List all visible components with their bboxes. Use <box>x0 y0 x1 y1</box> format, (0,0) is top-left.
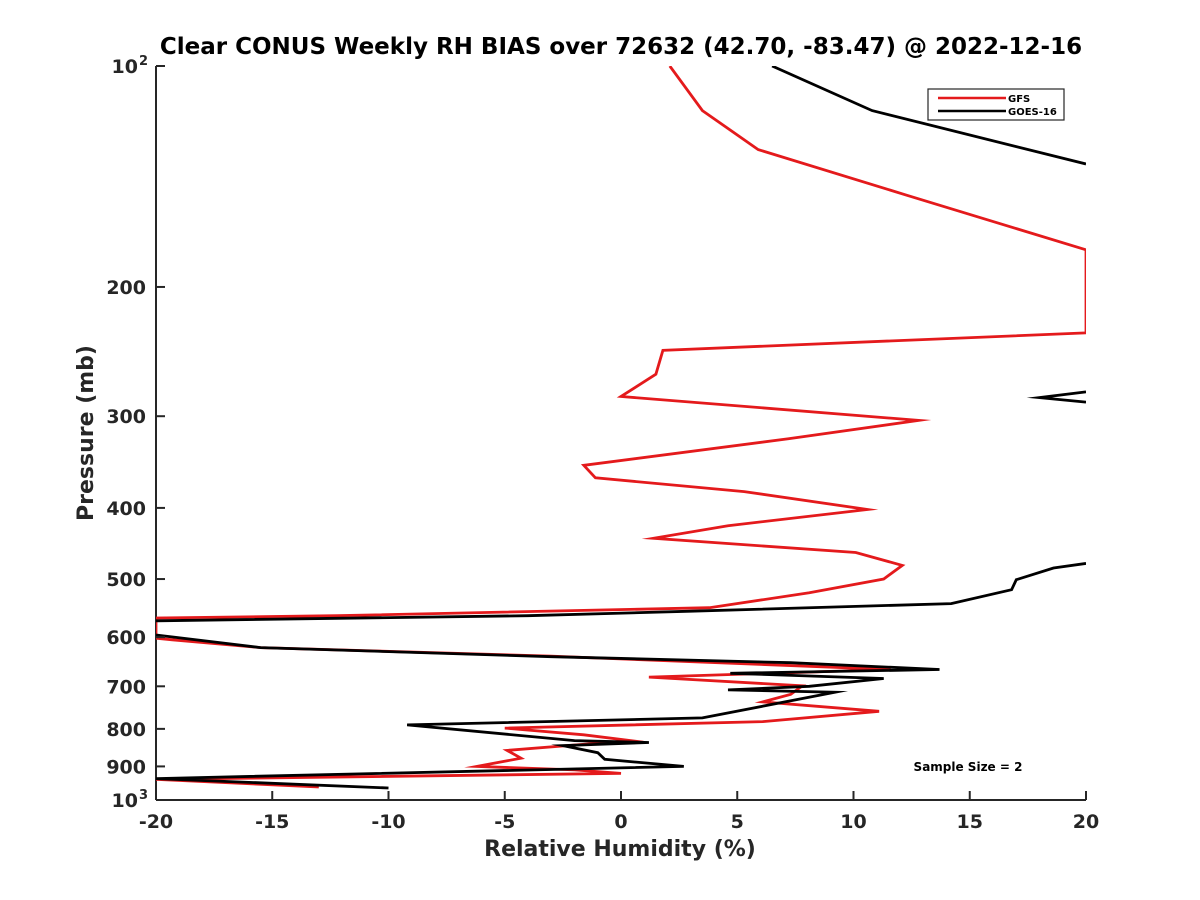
x-tick-label: -15 <box>255 811 289 833</box>
x-tick-label: -20 <box>139 811 173 833</box>
x-tick-label: -5 <box>494 811 515 833</box>
x-tick-label: 10 <box>840 811 866 833</box>
y-tick-label: 200 <box>106 277 146 299</box>
y-tick-exponent: 2 <box>139 54 148 69</box>
chart-title: Clear CONUS Weekly RH BIAS over 72632 (4… <box>160 34 1082 60</box>
x-tick-label: 0 <box>614 811 627 833</box>
legend-entry: GFS <box>1008 94 1030 105</box>
y-tick-label: 800 <box>106 719 146 741</box>
y-tick-label: 600 <box>106 627 146 649</box>
y-tick-label: 300 <box>106 406 146 428</box>
y-tick-label: 10 <box>112 56 138 78</box>
series-line-goes-16-2 <box>156 562 1086 623</box>
x-tick-label: 5 <box>731 811 744 833</box>
x-tick-label: -10 <box>371 811 405 833</box>
legend-entry: GOES-16 <box>1008 107 1057 118</box>
y-tick-label: 400 <box>106 498 146 520</box>
legend-box <box>927 88 1065 121</box>
y-tick-label: 10 <box>112 790 138 812</box>
series-line-goes-16-0 <box>771 66 1086 166</box>
x-tick-label: 20 <box>1073 811 1099 833</box>
y-tick-label: 700 <box>106 676 146 698</box>
series-line-gfs-0 <box>156 66 1086 789</box>
series-line-goes-16-1 <box>1026 390 1086 404</box>
sample-size-annotation: Sample Size = 2 <box>914 760 1023 774</box>
x-tick-label: 15 <box>957 811 983 833</box>
y-axis-label: Pressure (mb) <box>74 345 99 521</box>
y-tick-label: 900 <box>106 756 146 778</box>
series-line-goes-16-3 <box>156 633 940 790</box>
y-tick-label: 500 <box>106 569 146 591</box>
legend: GFS GOES-16 <box>927 88 1065 121</box>
x-axis-label: Relative Humidity (%) <box>484 837 756 862</box>
y-tick-exponent: 3 <box>139 788 148 803</box>
